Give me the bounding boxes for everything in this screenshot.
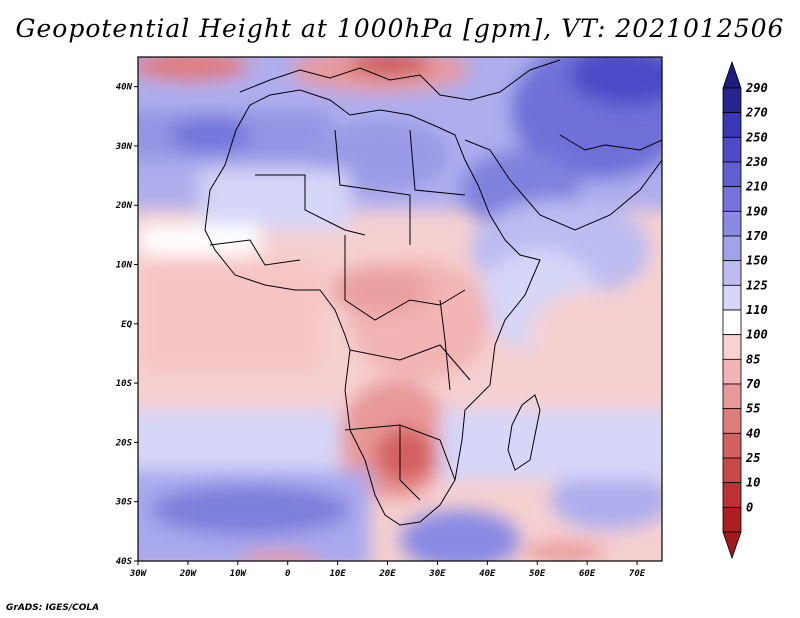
colorbar-swatch	[722, 334, 742, 360]
colorbar-label: 0	[746, 500, 753, 514]
lat-tick-label: 40S	[116, 557, 133, 567]
lat-tick-label: 20N	[115, 201, 133, 211]
colorbar-label: 55	[746, 402, 760, 416]
colorbar-label: 25	[745, 451, 760, 465]
coastlines	[204, 59, 662, 526]
lon-tick-label: 50E	[529, 569, 546, 579]
colorbar-swatch	[722, 482, 742, 508]
lat-tick-label: 40N	[116, 83, 133, 93]
colorbar-label: 190	[746, 204, 768, 218]
colorbar-label: 40	[746, 426, 760, 440]
colorbar-label: 10	[746, 476, 760, 490]
colorbar-swatch	[722, 235, 742, 262]
colorbar-swatch	[722, 358, 742, 385]
colorbar-swatch	[722, 383, 742, 410]
lon-tick-label: 40E	[479, 569, 496, 579]
colorbar-swatch	[722, 161, 742, 188]
map-frame	[137, 56, 663, 562]
colorbar-top-arrow	[722, 60, 742, 89]
colorbar-label: 270	[745, 106, 768, 120]
lon-tick-label: 10W	[230, 569, 248, 579]
lat-tick-label: 30S	[115, 498, 133, 508]
colorbar-label: 290	[745, 81, 768, 95]
colorbar-swatch	[722, 87, 742, 114]
colorbar: 2902702502302101901701501251101008570554…	[722, 60, 768, 560]
colorbar-swatch	[722, 112, 742, 138]
colorbar-label: 170	[746, 229, 768, 243]
colorbar-label: 210	[745, 180, 768, 194]
lat-tick-label: EQ	[121, 320, 132, 330]
colorbar-swatch	[722, 284, 742, 311]
colorbar-label: 250	[745, 130, 768, 144]
lat-tick-label: 30N	[115, 142, 133, 152]
colorbar-label: 150	[746, 254, 768, 268]
longitude-axis: 30W 20W 10W 0 10E 20E 30E 40E 50E 60E 70E	[129, 561, 646, 579]
colorbar-label: 110	[746, 303, 768, 317]
colorbar-label: 230	[745, 155, 768, 169]
lon-tick-label: 20E	[378, 569, 396, 579]
colorbar-swatch	[722, 260, 742, 286]
grads-credit: GrADS: IGES/COLA	[6, 603, 100, 613]
lat-tick-label: 10N	[116, 261, 133, 271]
colorbar-label: 85	[746, 352, 760, 366]
colorbar-bottom-arrow	[722, 531, 742, 560]
lat-tick-label: 10S	[116, 379, 133, 389]
colorbar-swatch	[722, 506, 742, 533]
lon-tick-label: 0	[285, 569, 291, 579]
lon-tick-label: 70E	[629, 569, 646, 579]
height-field	[138, 57, 662, 561]
lon-tick-label: 20W	[179, 569, 198, 579]
lon-tick-label: 10E	[329, 569, 346, 579]
lon-tick-label: 30E	[428, 569, 446, 579]
colorbar-swatch	[722, 186, 742, 212]
latitude-axis: 40N 30N 20N 10N EQ 10S 20S 30S 40S	[115, 83, 138, 567]
lat-tick-label: 20S	[115, 438, 133, 448]
colorbar-label: 70	[746, 377, 760, 391]
colorbar-swatch	[722, 457, 742, 484]
colorbar-swatch	[722, 136, 742, 163]
lon-tick-label: 30W	[129, 569, 148, 579]
colorbar-swatch	[722, 309, 742, 336]
colorbar-swatch	[722, 408, 742, 434]
colorbar-label: 100	[746, 328, 768, 342]
map-title: Geopotential Height at 1000hPa [gpm], VT…	[15, 14, 785, 43]
colorbar-label: 125	[746, 278, 768, 292]
colorbar-swatch	[722, 432, 742, 459]
lon-tick-label: 60E	[579, 569, 596, 579]
colorbar-swatch	[722, 210, 742, 237]
